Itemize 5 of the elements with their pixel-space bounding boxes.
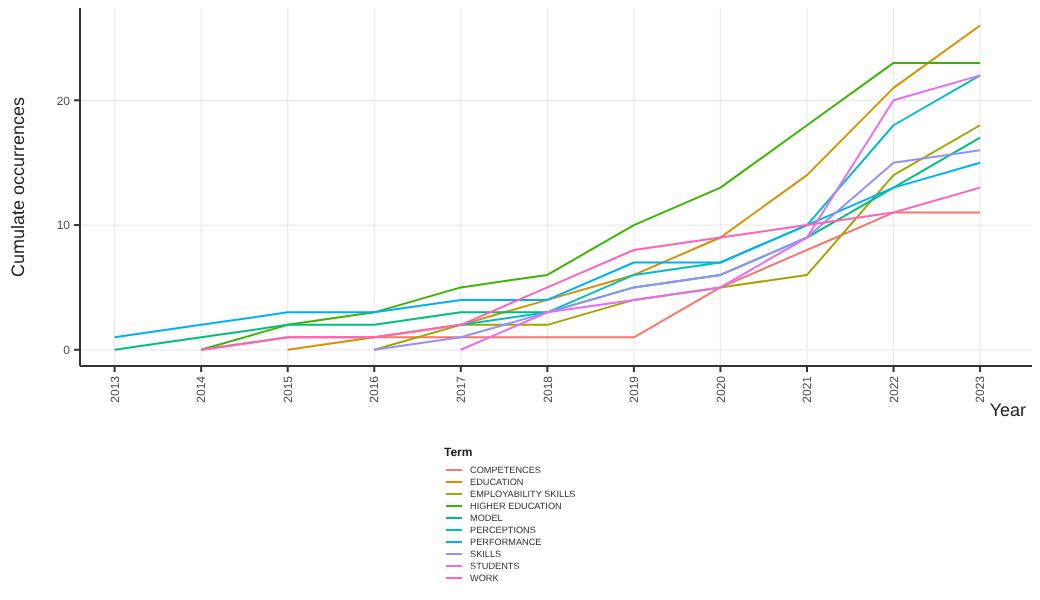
x-axis-title: Year: [989, 400, 1026, 420]
line-series: [113, 161, 982, 339]
y-axis-title: Cumulate occurrences: [8, 95, 28, 278]
line-series: [200, 61, 982, 351]
line-series: [200, 186, 982, 351]
